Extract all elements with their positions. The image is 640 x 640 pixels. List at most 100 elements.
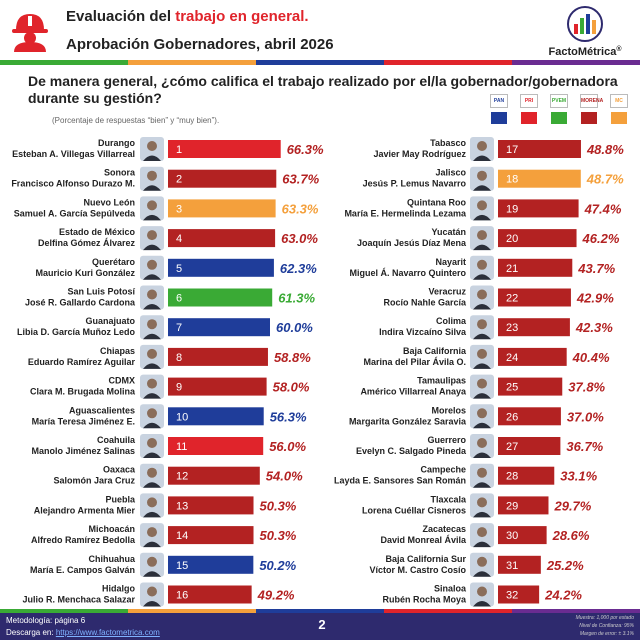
data-label: 63.3% (282, 201, 319, 216)
data-label: 29.7% (553, 498, 591, 513)
confidence-level: Nivel de Confianza: 95% (579, 623, 634, 629)
governor-photo-icon (140, 226, 164, 251)
governor-photo-icon (470, 404, 494, 429)
party-swatch-pan (491, 112, 507, 124)
bar (498, 496, 549, 515)
rank-label: 1 (176, 144, 182, 156)
survey-question: De manera general, ¿cómo califica el tra… (28, 73, 618, 106)
party-legend: PAN PRI PVEM MORENA MC (488, 94, 638, 128)
rank-label: 27 (506, 441, 518, 453)
footer: Metodología: página 6 Descarga en: https… (0, 613, 640, 640)
governor-name: Eduardo Ramírez Aguilar (28, 357, 136, 367)
state-label: San Luis Potosí (67, 287, 135, 297)
state-label: Morelos (431, 405, 466, 415)
governor-photo-icon (140, 523, 164, 548)
governor-photo-icon (470, 582, 494, 607)
bar (168, 555, 254, 574)
data-label: 42.3% (575, 320, 613, 335)
rank-label: 13 (176, 500, 188, 512)
data-label: 42.9% (576, 291, 614, 306)
rank-label: 12 (176, 471, 188, 483)
bar (168, 199, 276, 218)
data-label: 25.2% (546, 558, 584, 573)
state-label: Zacatecas (422, 524, 466, 534)
data-label: 50.3% (260, 528, 297, 543)
bar (168, 229, 276, 248)
party-swatch-pvem (551, 112, 567, 124)
governor-name: Alfredo Ramírez Bedolla (31, 535, 136, 545)
bar (498, 526, 547, 545)
download-note: Descarga en: https://www.factometrica.co… (6, 628, 160, 637)
data-label: 50.3% (260, 498, 297, 513)
party-logo-pri: PRI (520, 94, 538, 108)
page-number: 2 (318, 617, 326, 632)
bar (168, 347, 268, 366)
rank-label: 24 (506, 352, 518, 364)
rank-label: 20 (506, 233, 518, 245)
bar (498, 466, 555, 485)
data-label: 33.1% (560, 469, 597, 484)
governor-photo-icon (140, 196, 164, 221)
governor-photo-icon (470, 285, 494, 310)
state-label: Querétaro (92, 257, 136, 267)
state-label: Sonora (104, 168, 136, 178)
data-label: 50.2% (259, 558, 296, 573)
data-label: 40.4% (572, 350, 610, 365)
data-label: 58.0% (273, 380, 310, 395)
governor-name: Miguel Á. Navarro Quintero (349, 268, 466, 278)
rank-label: 2 (176, 174, 182, 186)
governor-photo-icon (470, 315, 494, 340)
rank-label: 3 (176, 203, 182, 215)
rank-label: 32 (506, 590, 518, 602)
governor-photo-icon (470, 137, 494, 161)
state-label: Colima (436, 316, 467, 326)
data-label: 56.3% (270, 409, 307, 424)
governor-photo-icon (470, 255, 494, 280)
bar (498, 199, 579, 218)
governor-name: Joaquín Jesús Díaz Mena (357, 238, 467, 248)
governor-name: Esteban A. Villegas Villarreal (12, 149, 135, 159)
data-label: 54.0% (266, 469, 303, 484)
rank-label: 22 (506, 293, 518, 305)
party-logo-morena: MORENA (580, 94, 603, 108)
data-label: 28.6% (552, 528, 590, 543)
rank-label: 9 (176, 382, 182, 394)
rank-label: 19 (506, 203, 518, 215)
state-label: Baja California Sur (385, 554, 466, 564)
state-label: Nayarit (435, 257, 466, 267)
download-link[interactable]: https://www.factometrica.com (55, 628, 160, 637)
data-label: 46.2% (582, 231, 620, 246)
state-label: Nuevo León (83, 197, 135, 207)
rank-label: 11 (176, 441, 187, 453)
governor-photo-icon (470, 196, 494, 221)
governor-photo-icon (140, 582, 164, 607)
bar (168, 258, 274, 277)
governor-photo-icon (140, 255, 164, 280)
governor-photo-icon (470, 166, 494, 191)
governor-name: Víctor M. Castro Cosío (369, 565, 466, 575)
data-label: 60.0% (276, 320, 313, 335)
state-label: Tamaulipas (417, 376, 466, 386)
brand-trademark: ® (616, 46, 622, 53)
bar (168, 437, 264, 455)
bar (168, 496, 254, 515)
party-swatch-pri (521, 112, 537, 124)
state-label: Aguascalientes (69, 405, 135, 415)
data-label: 37.8% (568, 380, 605, 395)
governor-name: Samuel A. García Sepúlveda (14, 208, 136, 218)
governor-photo-icon (470, 226, 494, 251)
rank-label: 6 (176, 293, 182, 305)
bar (168, 407, 264, 426)
bar (498, 585, 540, 604)
